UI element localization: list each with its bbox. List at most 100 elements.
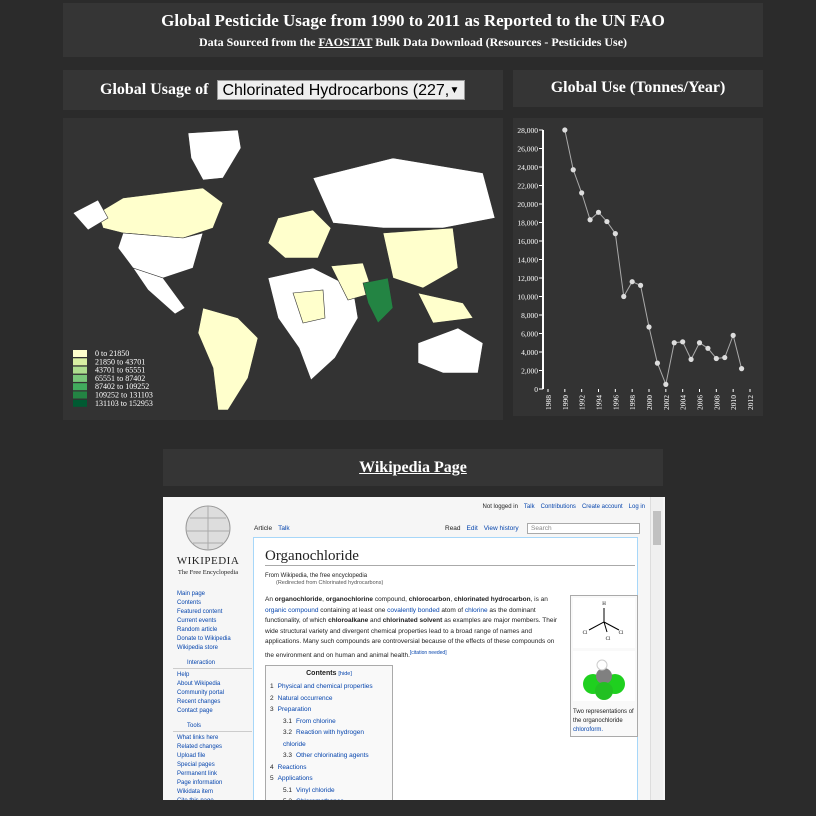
- sidebar-link[interactable]: Recent changes: [177, 699, 221, 705]
- country[interactable]: [417, 292, 474, 324]
- country[interactable]: [72, 199, 109, 231]
- data-point[interactable]: [671, 340, 677, 346]
- toc-item[interactable]: 2 Natural occurrence: [270, 693, 388, 705]
- country[interactable]: [197, 307, 259, 411]
- tab[interactable]: Article: [254, 525, 273, 532]
- paragraph-text: chlorocarbon: [408, 596, 451, 603]
- data-point[interactable]: [629, 279, 635, 285]
- toc-item[interactable]: 5.2 Chloromethanes: [270, 796, 388, 800]
- data-point[interactable]: [587, 217, 593, 223]
- sidebar-link[interactable]: Help: [177, 672, 190, 678]
- data-point[interactable]: [562, 127, 568, 133]
- data-point[interactable]: [621, 293, 627, 300]
- sidebar-link[interactable]: Main page: [177, 591, 206, 597]
- data-point[interactable]: [604, 218, 610, 225]
- legend-swatch: [73, 391, 87, 399]
- sidebar-link[interactable]: Contents: [177, 600, 202, 606]
- data-point[interactable]: [595, 209, 602, 215]
- country[interactable]: [312, 157, 496, 229]
- search-box[interactable]: Search: [527, 523, 640, 534]
- country[interactable]: [267, 209, 332, 259]
- data-point[interactable]: [688, 356, 694, 362]
- sidebar-link[interactable]: Community portal: [177, 690, 225, 696]
- carbon-ball: [596, 668, 612, 684]
- paragraph-text: as the dominant functionality, of which: [265, 606, 538, 625]
- sidebar-link[interactable]: Featured content: [177, 609, 223, 615]
- sidebar-link[interactable]: Permanent link: [177, 771, 218, 777]
- legend-label: 0 to 21850: [95, 349, 129, 358]
- legend-swatch: [73, 366, 87, 374]
- data-point[interactable]: [579, 190, 585, 196]
- sidebar-link[interactable]: About Wikipedia: [177, 681, 221, 687]
- toc-item[interactable]: 3.1 From chlorine: [270, 716, 388, 728]
- wiki-wordmark[interactable]: Wikipedia: [176, 555, 240, 567]
- country[interactable]: [382, 227, 459, 289]
- wiki-heading[interactable]: Wikipedia Page: [359, 459, 467, 476]
- sidebar-link[interactable]: Related changes: [177, 744, 223, 750]
- sidebar-link[interactable]: Contact page: [177, 708, 213, 714]
- sidebar-link[interactable]: Special pages: [177, 762, 215, 768]
- data-point[interactable]: [696, 340, 703, 346]
- paragraph-text[interactable]: covalently bonded: [387, 606, 440, 614]
- country[interactable]: [267, 267, 359, 381]
- personal-link[interactable]: Log in: [628, 504, 645, 510]
- paragraph-text[interactable]: [citation needed]: [409, 649, 447, 656]
- country[interactable]: [417, 327, 484, 374]
- data-point[interactable]: [570, 167, 576, 173]
- personal-link[interactable]: Contributions: [540, 504, 576, 510]
- country[interactable]: [97, 187, 224, 239]
- sidebar-link[interactable]: Wikipedia store: [177, 645, 219, 651]
- chloroform-link[interactable]: chloroform.: [573, 727, 604, 733]
- paragraph-text[interactable]: chlorine: [464, 606, 488, 614]
- tab[interactable]: View history: [483, 525, 519, 532]
- sidebar-link[interactable]: Random article: [177, 627, 218, 633]
- data-point[interactable]: [646, 324, 652, 330]
- scroll-thumb[interactable]: [653, 511, 661, 545]
- toc-hide[interactable]: [hide]: [338, 671, 352, 677]
- country[interactable]: [362, 277, 394, 324]
- tab[interactable]: Edit: [466, 525, 478, 532]
- toc-number: 3.2: [283, 729, 293, 736]
- data-point[interactable]: [654, 360, 661, 366]
- sidebar-link[interactable]: What links here: [177, 735, 219, 741]
- country[interactable]: [132, 267, 186, 315]
- from-line: From Wikipedia, the free encyclopedia: [265, 573, 368, 579]
- toc-text: Other chlorinating agents: [296, 752, 369, 759]
- toc-text: Physical and chemical properties: [277, 683, 373, 690]
- toc-item[interactable]: 1 Physical and chemical properties: [270, 681, 388, 693]
- data-point[interactable]: [722, 354, 728, 361]
- data-point[interactable]: [663, 381, 669, 387]
- data-point[interactable]: [730, 332, 736, 338]
- toc-item[interactable]: 3.2 Reaction with hydrogen chloride: [270, 727, 388, 750]
- paragraph-text[interactable]: organic compound: [265, 606, 319, 614]
- sidebar-link[interactable]: Current events: [177, 618, 217, 624]
- country[interactable]: [292, 289, 326, 324]
- toc-item[interactable]: 3 Preparation: [270, 704, 388, 716]
- faostat-link[interactable]: FAOSTAT: [318, 35, 373, 49]
- pesticide-dropdown[interactable]: Chlorinated Hydrocarbons (227, ▼: [217, 80, 466, 100]
- sidebar-link[interactable]: Upload file: [177, 753, 206, 759]
- country[interactable]: [187, 129, 242, 181]
- toc-item[interactable]: 5.1 Vinyl chloride: [270, 785, 388, 797]
- data-point[interactable]: [637, 282, 644, 288]
- scrollbar[interactable]: [650, 497, 663, 800]
- data-point[interactable]: [680, 339, 686, 345]
- country[interactable]: [117, 232, 204, 279]
- toc-item[interactable]: 4 Reactions: [270, 762, 388, 774]
- x-tick-label: 2012: [746, 395, 755, 410]
- sidebar-link[interactable]: Cite this page: [163, 797, 253, 800]
- toc-item[interactable]: 3.3 Other chlorinating agents: [270, 750, 388, 762]
- toc-item[interactable]: 5 Applications: [270, 773, 388, 785]
- data-point[interactable]: [738, 366, 745, 372]
- tab[interactable]: Read: [445, 525, 461, 532]
- data-point[interactable]: [705, 345, 711, 351]
- sidebar-link[interactable]: Wikidata item: [177, 789, 214, 795]
- sidebar-link[interactable]: Page information: [177, 780, 223, 786]
- tab[interactable]: Talk: [278, 525, 290, 532]
- toc-number: 3: [270, 706, 274, 713]
- data-point[interactable]: [713, 355, 719, 362]
- sidebar-link[interactable]: Donate to Wikipedia: [177, 636, 231, 642]
- personal-link[interactable]: Create account: [581, 504, 623, 510]
- data-point[interactable]: [612, 231, 618, 237]
- personal-link[interactable]: Talk: [523, 504, 535, 510]
